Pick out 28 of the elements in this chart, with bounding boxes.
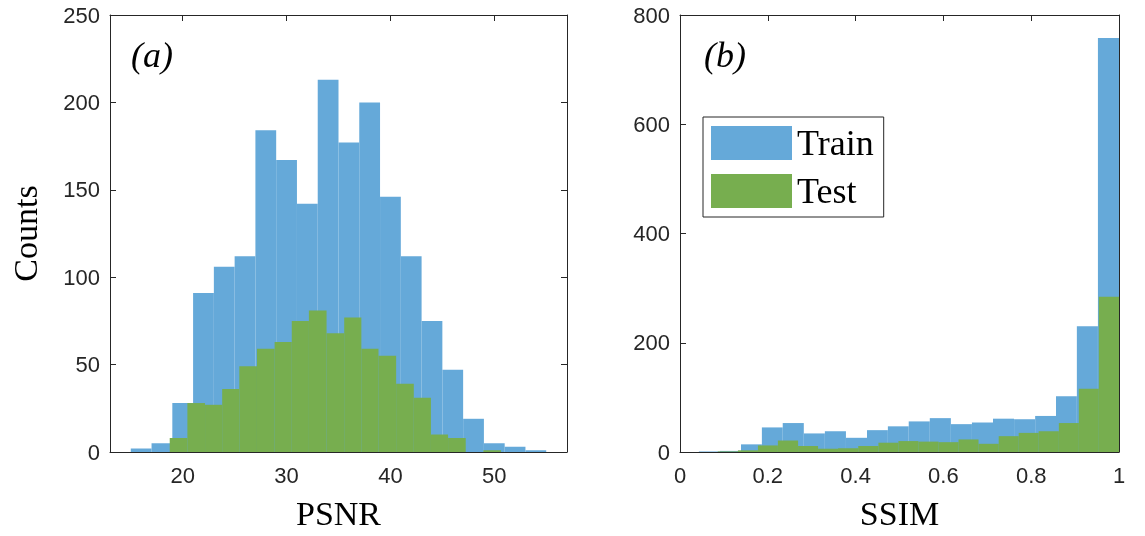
y-tick-label: 400 bbox=[633, 221, 670, 246]
y-tick-label: 200 bbox=[633, 330, 670, 356]
x-tick-label: 30 bbox=[274, 462, 299, 488]
text: (b) bbox=[704, 35, 746, 75]
text: (a) bbox=[131, 35, 173, 75]
legend-label: Test bbox=[797, 171, 857, 211]
x-tick-label: 0.8 bbox=[1015, 462, 1047, 488]
y-tick-label: 0 bbox=[87, 439, 100, 465]
y-tick-label: 50 bbox=[75, 352, 100, 378]
x-tick-label: 0 bbox=[673, 462, 687, 488]
x-tick-label: 0.6 bbox=[928, 462, 959, 488]
x-tick-label: 0.4 bbox=[840, 462, 871, 488]
x-axis-title: SSIM bbox=[859, 494, 940, 532]
y-tick-label: 150 bbox=[63, 177, 100, 203]
y-tick-label: 200 bbox=[63, 89, 100, 115]
y-tick-label: 250 bbox=[63, 2, 100, 28]
y-axis-title: Counts bbox=[6, 185, 44, 282]
x-tick-label: 1 bbox=[1112, 462, 1126, 488]
x-tick-label: 20 bbox=[170, 462, 195, 488]
y-tick-label: 800 bbox=[633, 2, 670, 28]
x-tick-label: 40 bbox=[378, 462, 403, 488]
x-axis-title: PSNR bbox=[295, 494, 382, 532]
y-tick-label: 0 bbox=[657, 439, 670, 465]
x-tick-label: 50 bbox=[482, 462, 507, 488]
y-tick-label: 600 bbox=[633, 111, 670, 137]
legend-label: Train bbox=[797, 123, 874, 163]
y-tick-label: 100 bbox=[63, 264, 100, 290]
x-tick-label: 0.2 bbox=[752, 462, 784, 488]
